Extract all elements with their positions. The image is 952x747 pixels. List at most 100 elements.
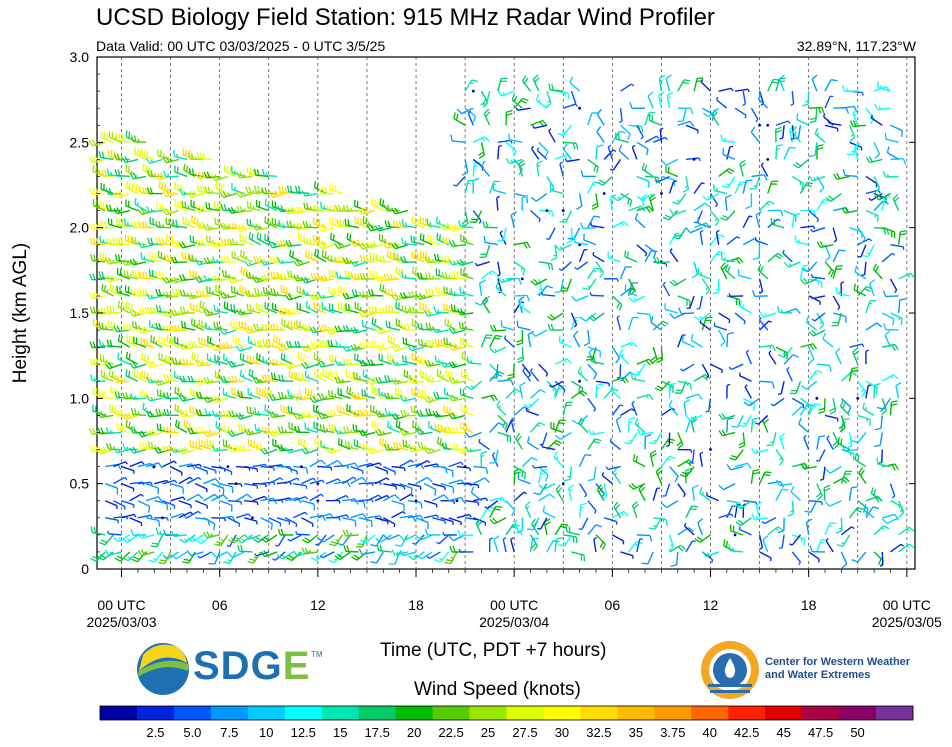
- wind-barb: [835, 286, 850, 297]
- wind-barb: [89, 273, 106, 281]
- wind-barb: [775, 144, 783, 160]
- y-axis-label: Height (km AGL): [10, 243, 31, 383]
- wind-barb: [898, 543, 915, 553]
- wind-barb: [513, 468, 522, 484]
- wind-barb: [718, 483, 736, 491]
- wind-barb: [296, 302, 310, 314]
- wind-barb: [268, 477, 284, 485]
- wind-barb: [369, 269, 384, 280]
- wind-barb: [383, 392, 400, 400]
- wind-barb: [448, 343, 466, 351]
- wind-barb: [841, 105, 858, 113]
- wind-barb: [803, 434, 810, 450]
- wind-barb: [734, 503, 741, 518]
- wind-barb: [701, 278, 711, 295]
- wind-barb: [366, 494, 382, 502]
- wind-barb: [800, 225, 816, 230]
- wind-barb: [395, 420, 409, 434]
- colorbar-swatch: [580, 706, 618, 720]
- wind-barb: [416, 551, 433, 560]
- y-tick-label: 0: [81, 561, 89, 577]
- wind-barb: [235, 190, 253, 198]
- wind-barb: [326, 516, 341, 521]
- wind-barb: [342, 358, 359, 366]
- wind-barb: [709, 250, 725, 263]
- cw3e-logo-text: Center for Western Weather and Water Ext…: [765, 656, 910, 682]
- wind-barb: [260, 534, 278, 543]
- wind-barb: [628, 482, 646, 490]
- wind-barb: [402, 337, 417, 348]
- wind-barb: [391, 465, 406, 472]
- wind-barb: [179, 409, 196, 418]
- wind-barb: [641, 162, 654, 178]
- wind-barb: [883, 323, 899, 331]
- wind-barb: [802, 261, 818, 273]
- wind-barb: [783, 146, 796, 160]
- wind-barb: [434, 551, 450, 563]
- wind-barb: [631, 400, 638, 416]
- wind-barb: [578, 249, 588, 263]
- wind-barb: [672, 227, 687, 240]
- wind-barb: [256, 232, 270, 246]
- wind-barb: [383, 443, 400, 451]
- wind-barb: [448, 240, 466, 248]
- wind-barbs-layer: [88, 74, 916, 569]
- wind-barb: [416, 427, 433, 435]
- wind-barb: [518, 159, 526, 177]
- wind-barb: [521, 194, 529, 211]
- wind-barb: [510, 417, 515, 433]
- wind-barb: [113, 207, 130, 215]
- wind-barb: [317, 360, 335, 368]
- wind-barb: [189, 440, 204, 451]
- wind-barb: [280, 285, 294, 297]
- wind-barb: [178, 476, 193, 485]
- wind-barb: [734, 312, 746, 325]
- wind-barb: [630, 372, 646, 382]
- wind-barb: [374, 343, 392, 352]
- wind-barb: [777, 381, 785, 395]
- wind-barb: [791, 551, 802, 566]
- wind-barb: [779, 432, 786, 450]
- wind-barb: [790, 91, 795, 106]
- wind-barb: [203, 376, 220, 384]
- wind-barb: [595, 380, 611, 387]
- wind-barb: [734, 107, 747, 119]
- wind-barb: [343, 426, 359, 434]
- wind-barb: [162, 479, 178, 485]
- wind-barb: [628, 316, 639, 331]
- wind-barb: [325, 446, 343, 455]
- wind-barb: [161, 516, 164, 520]
- wind-barb: [658, 74, 666, 92]
- wind-barb: [636, 312, 652, 321]
- wind-barb: [789, 381, 802, 395]
- wind-barb: [767, 252, 784, 263]
- wind-barb: [571, 390, 588, 399]
- wind-barb: [460, 234, 474, 246]
- wind-barb: [317, 274, 335, 283]
- wind-barb: [208, 551, 221, 565]
- wind-barb: [268, 411, 286, 419]
- y-axis: 0 0.5 1.0 1.5 2.0 2.5 3.0: [70, 49, 915, 577]
- wind-barb: [612, 376, 629, 384]
- wind-barb: [219, 500, 233, 512]
- colorbar-swatch: [691, 706, 729, 720]
- wind-barb: [550, 244, 558, 261]
- wind-barb: [280, 318, 294, 331]
- wind-barb: [636, 175, 650, 188]
- wind-barb: [590, 354, 605, 365]
- wind-barb: [587, 500, 597, 514]
- wind-barb: [205, 202, 220, 212]
- colorbar-swatch: [765, 706, 803, 720]
- wind-barb: [587, 158, 599, 174]
- wind-barb: [652, 320, 669, 331]
- wind-barb: [729, 449, 744, 461]
- wind-barb: [682, 176, 690, 193]
- wind-barb: [190, 318, 204, 331]
- wind-barb: [808, 551, 820, 563]
- wind-barb: [591, 193, 599, 210]
- wind-barb: [206, 286, 220, 297]
- wind-barb: [122, 551, 139, 562]
- wind-barb: [335, 271, 351, 280]
- wind-barb: [453, 112, 466, 126]
- wind-barb: [342, 476, 357, 485]
